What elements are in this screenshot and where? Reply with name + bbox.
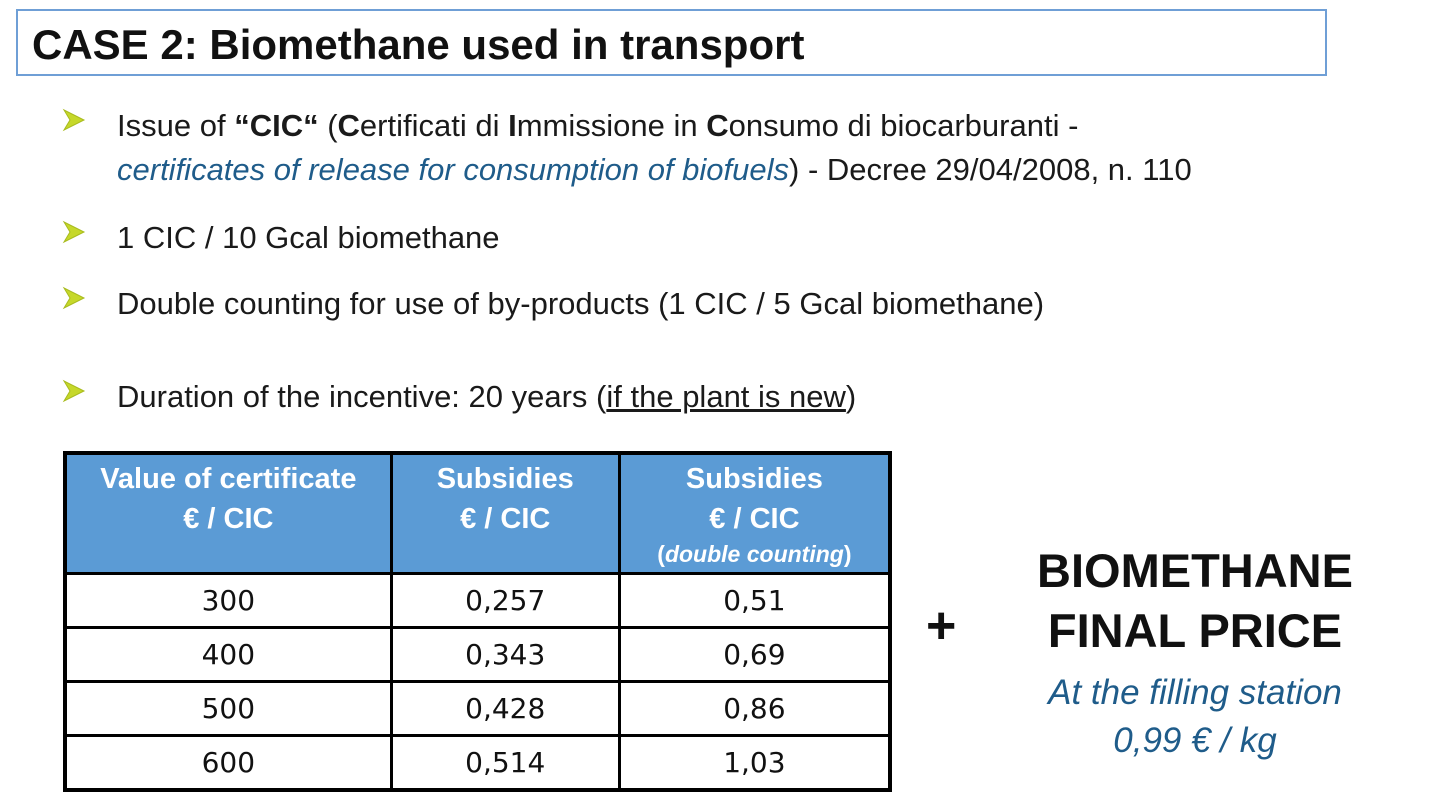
bullet-text: Issue of “CIC“ (Certificati di Immission… (117, 108, 1192, 187)
table-cell: 0,343 (389, 626, 621, 683)
slide-title: CASE 2: Biomethane used in transport (32, 21, 805, 68)
table-row: 600 0,514 1,03 (63, 734, 892, 792)
table-cell: 0,69 (617, 626, 892, 683)
header-subsidies-double-counting: Subsidies € / CIC (double counting) (617, 451, 892, 575)
subsidies-table: Value of certificate € / CIC Subsidies €… (63, 451, 892, 792)
bullet-text: Duration of the incentive: 20 years (if … (117, 379, 857, 414)
plus-sign: + (926, 597, 957, 655)
table-cell: 0,514 (389, 734, 621, 792)
bullet-text: 1 CIC / 10 Gcal biomethane (117, 220, 500, 255)
bullet-text: Double counting for use of by-products (… (117, 286, 1045, 321)
table-cell: 0,51 (617, 572, 892, 629)
table-cell: 600 (63, 734, 393, 792)
arrow-bullet-icon (62, 286, 86, 310)
header-value-of-certificate: Value of certificate € / CIC (63, 451, 393, 575)
arrow-bullet-icon (62, 379, 86, 403)
table-cell: 300 (63, 572, 393, 629)
arrow-bullet-icon (62, 108, 86, 132)
table-row: 300 0,257 0,51 (63, 572, 892, 629)
table-row: 400 0,343 0,69 (63, 626, 892, 683)
table-cell: 0,257 (389, 572, 621, 629)
final-price-title: BIOMETHANE FINAL PRICE (1037, 544, 1353, 657)
table-header-row: Value of certificate € / CIC Subsidies €… (63, 451, 892, 575)
table-cell: 400 (63, 626, 393, 683)
table-row: 500 0,428 0,86 (63, 680, 892, 737)
title-box: CASE 2: Biomethane used in transport (16, 9, 1327, 76)
table-cell: 0,86 (617, 680, 892, 737)
table-cell: 1,03 (617, 734, 892, 792)
arrow-bullet-icon (62, 220, 86, 244)
final-price-value: At the filling station 0,99 € / kg (1048, 673, 1342, 760)
table-cell: 500 (63, 680, 393, 737)
header-subsidies: Subsidies € / CIC (389, 451, 621, 575)
table-cell: 0,428 (389, 680, 621, 737)
final-price-block: BIOMETHANE FINAL PRICE At the filling st… (990, 541, 1400, 765)
